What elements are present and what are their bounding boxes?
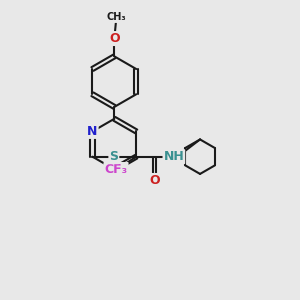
Text: N: N: [87, 125, 98, 138]
Text: O: O: [149, 174, 160, 187]
Text: O: O: [109, 32, 120, 45]
Text: CH₃: CH₃: [106, 12, 126, 22]
Text: CF₃: CF₃: [104, 163, 128, 176]
Text: S: S: [110, 150, 118, 163]
Text: NH: NH: [164, 150, 184, 163]
Text: N: N: [109, 163, 119, 176]
